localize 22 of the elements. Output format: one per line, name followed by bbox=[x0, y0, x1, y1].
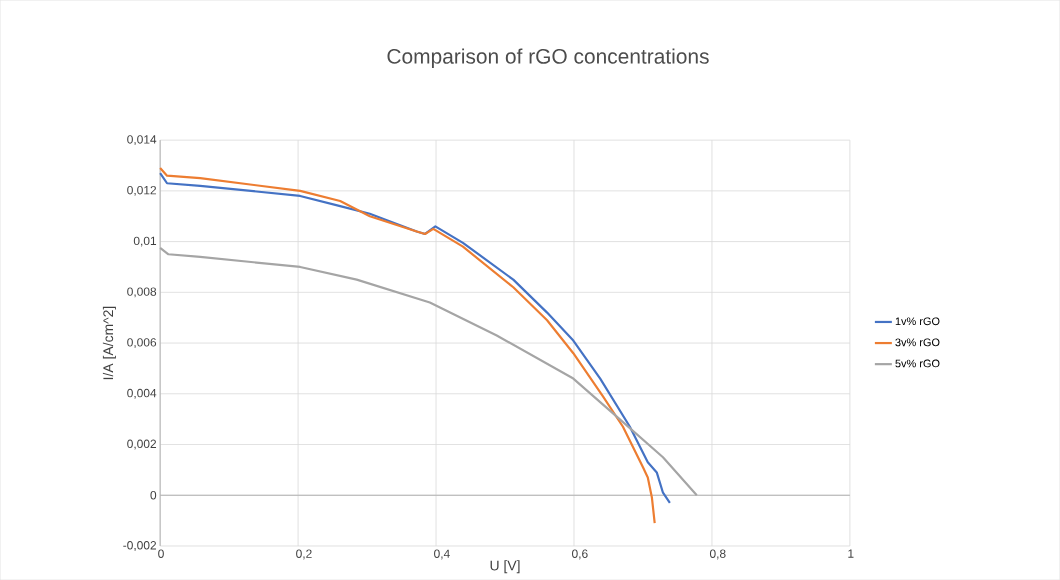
y-tick-label: 0,012 bbox=[127, 185, 157, 196]
y-tick-label: 0,004 bbox=[127, 388, 157, 399]
y-tick-label: 0,01 bbox=[133, 236, 157, 247]
x-tick-label: 0,2 bbox=[296, 549, 312, 560]
x-tick-label: 1 bbox=[848, 549, 854, 558]
y-tick-label: 0,006 bbox=[127, 338, 157, 348]
y-tick-label: -0,002 bbox=[123, 540, 157, 551]
x-tick-label: 0 bbox=[158, 549, 164, 558]
legend-label: 1v% rGO bbox=[895, 317, 940, 326]
y-tick-label: 0,014 bbox=[127, 135, 157, 145]
x-tick-label: 0,8 bbox=[709, 549, 726, 560]
y-tick-label: 0,008 bbox=[127, 287, 157, 298]
x-axis-title: U [V] bbox=[490, 560, 520, 574]
y-axis-title: I/A [A/cm^2] bbox=[102, 306, 116, 380]
x-tick-label: 0,6 bbox=[572, 549, 588, 560]
chart-title: Comparison of rGO concentrations bbox=[387, 48, 709, 68]
legend-label: 3v% rGO bbox=[895, 338, 940, 347]
x-tick-label: 0,4 bbox=[434, 549, 450, 560]
legend-label: 5v% rGO bbox=[895, 359, 940, 368]
y-tick-label: 0,002 bbox=[127, 439, 157, 450]
line-series bbox=[159, 246, 698, 497]
y-tick-label: 0 bbox=[150, 490, 157, 500]
